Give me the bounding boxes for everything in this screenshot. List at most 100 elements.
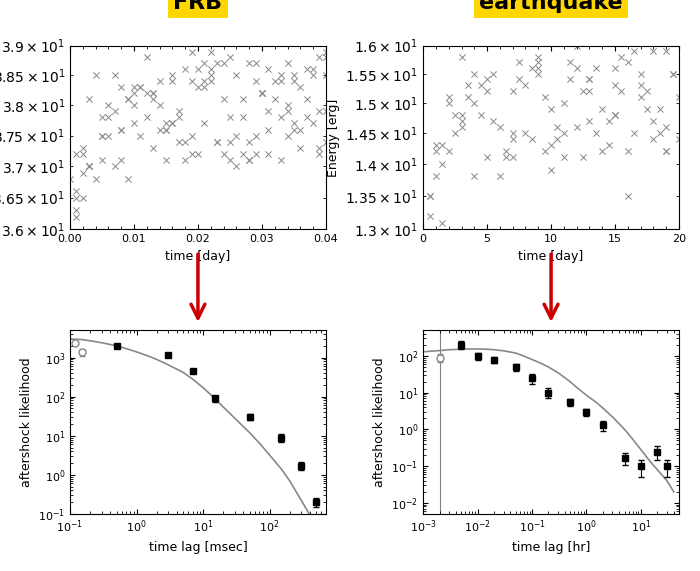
Point — [186, 150, 197, 159]
Point — [97, 131, 108, 140]
Point — [262, 150, 274, 159]
Point — [641, 104, 652, 113]
Point — [276, 113, 287, 122]
Point — [148, 95, 159, 104]
Point — [237, 95, 248, 104]
Point — [276, 77, 287, 86]
Point — [160, 119, 172, 128]
Point — [307, 65, 318, 74]
Point — [603, 140, 614, 150]
Point — [218, 95, 229, 104]
Point — [430, 172, 442, 181]
Point — [256, 89, 267, 98]
Point — [282, 131, 293, 140]
Point — [244, 156, 255, 165]
Point — [462, 81, 473, 90]
Point — [179, 65, 190, 74]
Point — [83, 162, 94, 171]
Point — [224, 156, 235, 165]
Point — [205, 65, 216, 74]
Point — [237, 150, 248, 159]
Point — [116, 125, 127, 134]
Point — [71, 187, 82, 196]
Point — [622, 147, 634, 156]
Point — [437, 218, 448, 227]
Point — [667, 69, 678, 78]
Point — [186, 47, 197, 56]
Point — [282, 59, 293, 68]
Point — [552, 134, 563, 143]
Y-axis label: aftershock likelihood: aftershock likelihood — [372, 357, 386, 487]
Point — [424, 30, 435, 39]
Point — [437, 140, 448, 150]
Point — [211, 137, 223, 146]
Point — [154, 125, 165, 134]
Point — [90, 174, 101, 183]
Point — [526, 134, 538, 143]
Point — [482, 75, 493, 84]
Point — [469, 98, 480, 107]
Point — [135, 131, 146, 140]
Point — [282, 107, 293, 116]
Point — [218, 59, 229, 68]
Point — [199, 83, 210, 92]
Point — [629, 128, 640, 137]
X-axis label: time [day]: time [day] — [165, 250, 230, 263]
Point — [307, 71, 318, 80]
Point — [295, 125, 306, 134]
Point — [109, 107, 120, 116]
Point — [571, 122, 582, 131]
Point — [469, 172, 480, 181]
Point — [160, 125, 172, 134]
Point — [507, 134, 518, 143]
Point — [90, 71, 101, 80]
Point — [205, 71, 216, 80]
Point — [578, 86, 589, 95]
Point — [276, 71, 287, 80]
Point — [494, 14, 505, 23]
Point — [430, 147, 442, 156]
Point — [648, 134, 659, 143]
Point — [71, 150, 82, 159]
Point — [199, 119, 210, 128]
Point — [250, 59, 261, 68]
Point — [71, 212, 82, 221]
Point — [424, 191, 435, 200]
Point — [154, 100, 165, 110]
Point — [507, 128, 518, 137]
Point — [449, 110, 461, 119]
Point — [148, 89, 159, 98]
Point — [520, 81, 531, 90]
Point — [244, 156, 255, 165]
Point — [314, 150, 325, 159]
Point — [559, 98, 570, 107]
Point — [231, 162, 242, 171]
Point — [641, 86, 652, 95]
Point — [488, 69, 499, 78]
Point — [173, 107, 184, 116]
X-axis label: time lag [msec]: time lag [msec] — [148, 541, 247, 554]
Point — [250, 150, 261, 159]
Point — [103, 100, 114, 110]
Point — [205, 77, 216, 86]
Point — [314, 53, 325, 62]
Point — [276, 156, 287, 165]
Point — [64, 174, 76, 183]
Point — [661, 47, 672, 56]
Point — [167, 77, 178, 86]
Point — [475, 110, 486, 119]
Point — [128, 119, 139, 128]
Point — [424, 191, 435, 200]
Point — [128, 83, 139, 92]
Point — [321, 71, 332, 80]
Point — [449, 128, 461, 137]
Point — [584, 75, 595, 84]
Point — [173, 113, 184, 122]
Point — [539, 147, 550, 156]
Point — [262, 107, 274, 116]
Point — [244, 59, 255, 68]
X-axis label: time [day]: time [day] — [519, 250, 584, 263]
Point — [437, 159, 448, 168]
Point — [193, 83, 204, 92]
Point — [482, 153, 493, 162]
